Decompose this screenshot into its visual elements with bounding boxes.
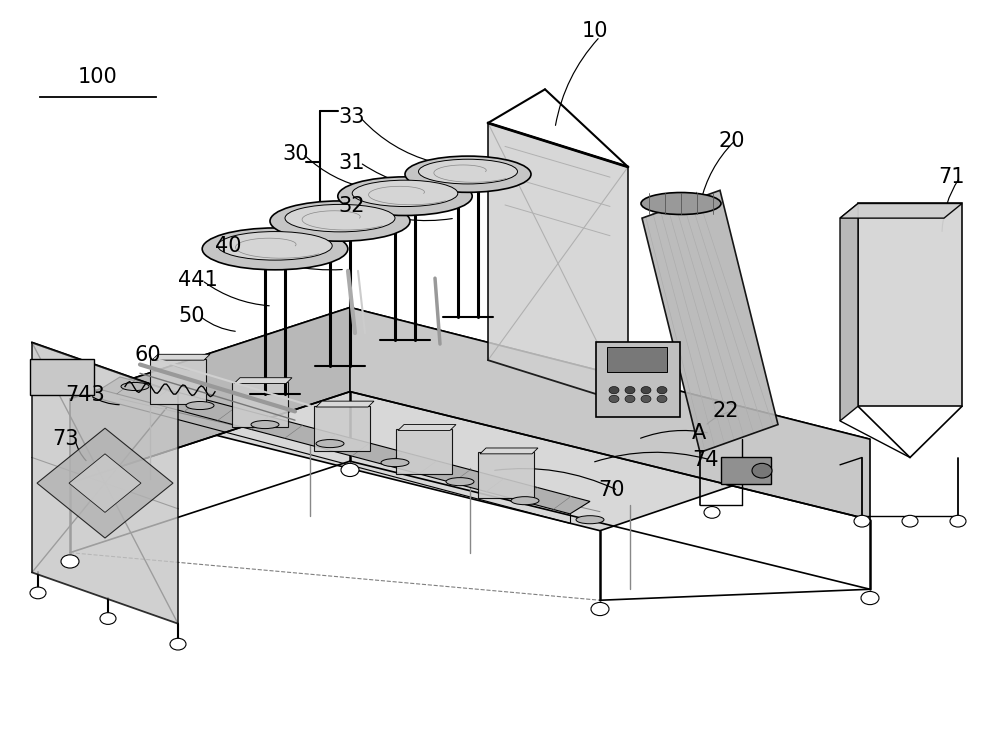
Ellipse shape xyxy=(316,439,344,448)
Ellipse shape xyxy=(576,515,604,524)
FancyBboxPatch shape xyxy=(232,382,288,427)
FancyBboxPatch shape xyxy=(30,359,94,395)
Circle shape xyxy=(61,555,79,568)
Circle shape xyxy=(861,591,879,605)
Polygon shape xyxy=(32,343,178,624)
Circle shape xyxy=(341,463,359,477)
Text: 74: 74 xyxy=(692,449,718,470)
Text: 441: 441 xyxy=(178,270,218,291)
FancyBboxPatch shape xyxy=(596,342,680,417)
Text: 32: 32 xyxy=(338,196,364,217)
Circle shape xyxy=(657,386,667,394)
Ellipse shape xyxy=(446,478,474,486)
FancyBboxPatch shape xyxy=(478,452,534,498)
Ellipse shape xyxy=(186,401,214,410)
Polygon shape xyxy=(316,401,374,407)
Polygon shape xyxy=(488,123,628,404)
Polygon shape xyxy=(398,425,456,430)
Circle shape xyxy=(625,386,635,394)
Ellipse shape xyxy=(285,204,395,232)
Ellipse shape xyxy=(752,463,772,478)
Circle shape xyxy=(30,587,46,599)
Circle shape xyxy=(657,395,667,403)
Text: 743: 743 xyxy=(65,385,105,406)
Polygon shape xyxy=(350,307,870,520)
FancyBboxPatch shape xyxy=(721,457,771,484)
FancyBboxPatch shape xyxy=(150,359,206,404)
Text: 30: 30 xyxy=(282,143,308,164)
Text: 70: 70 xyxy=(598,480,624,501)
FancyBboxPatch shape xyxy=(314,406,370,451)
Circle shape xyxy=(591,602,609,616)
Text: 71: 71 xyxy=(938,167,964,187)
Circle shape xyxy=(609,386,619,394)
Text: 60: 60 xyxy=(135,345,162,365)
Polygon shape xyxy=(840,203,962,218)
Polygon shape xyxy=(37,428,173,538)
Circle shape xyxy=(950,515,966,527)
FancyBboxPatch shape xyxy=(607,347,667,372)
Polygon shape xyxy=(70,307,350,483)
Text: 50: 50 xyxy=(178,306,205,326)
Circle shape xyxy=(100,613,116,624)
FancyBboxPatch shape xyxy=(396,429,452,474)
Text: 73: 73 xyxy=(52,429,78,449)
Polygon shape xyxy=(69,454,141,512)
Polygon shape xyxy=(70,307,870,531)
Ellipse shape xyxy=(338,177,472,215)
Ellipse shape xyxy=(218,231,332,260)
Text: 100: 100 xyxy=(78,67,118,87)
Circle shape xyxy=(854,515,870,527)
Ellipse shape xyxy=(121,382,149,391)
Text: 10: 10 xyxy=(582,20,608,41)
Text: 20: 20 xyxy=(718,130,744,151)
Text: 22: 22 xyxy=(712,401,738,422)
Ellipse shape xyxy=(251,420,279,429)
Text: 40: 40 xyxy=(215,236,242,256)
Circle shape xyxy=(704,507,720,518)
Circle shape xyxy=(641,395,651,403)
Text: 31: 31 xyxy=(338,152,364,173)
Polygon shape xyxy=(152,354,210,360)
Circle shape xyxy=(625,395,635,403)
Ellipse shape xyxy=(405,156,531,193)
Circle shape xyxy=(609,395,619,403)
Polygon shape xyxy=(858,203,962,406)
Ellipse shape xyxy=(270,201,410,242)
Circle shape xyxy=(641,386,651,394)
Polygon shape xyxy=(234,378,292,384)
Ellipse shape xyxy=(381,458,409,467)
Polygon shape xyxy=(480,448,538,454)
Text: 33: 33 xyxy=(338,107,364,127)
Ellipse shape xyxy=(418,160,518,184)
Polygon shape xyxy=(100,377,590,514)
Ellipse shape xyxy=(641,193,721,214)
Ellipse shape xyxy=(511,497,539,505)
Circle shape xyxy=(170,638,186,650)
Polygon shape xyxy=(642,190,778,452)
Text: A: A xyxy=(692,423,706,444)
Ellipse shape xyxy=(202,228,348,270)
Circle shape xyxy=(902,515,918,527)
Ellipse shape xyxy=(352,180,458,206)
Polygon shape xyxy=(840,203,858,421)
